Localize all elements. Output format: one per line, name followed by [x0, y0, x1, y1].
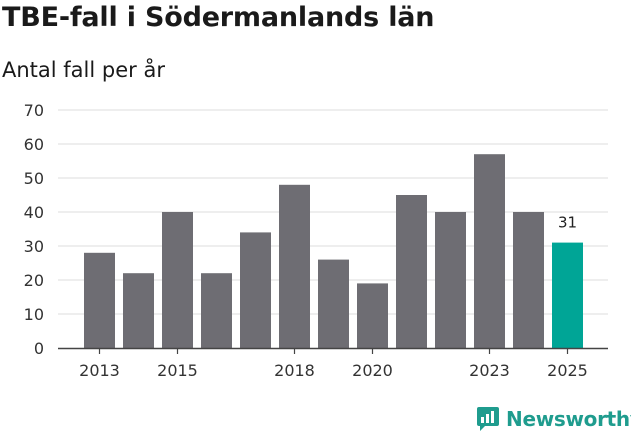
bar-2016	[201, 273, 232, 348]
bar-2025	[552, 242, 583, 348]
brand-name: Newsworthy	[506, 407, 631, 431]
bar-chart: 0 10 20 30 40 50 60 70 2013 2015 2018 2020 2023 2025 3…	[24, 101, 608, 380]
chart-title: TBE-fall i Södermanlands län	[2, 2, 435, 33]
y-tick-label: 30	[24, 237, 44, 256]
bar-2015	[162, 212, 193, 348]
bar-2018	[279, 184, 310, 348]
bar-2024	[513, 212, 544, 348]
x-tick-label: 2023	[469, 361, 510, 380]
chart-subtitle: Antal fall per år	[2, 58, 165, 82]
bar-2023	[474, 154, 505, 348]
bar-2014	[123, 273, 154, 348]
newsworthy-chart-icon	[477, 407, 499, 431]
x-tick-label: 2020	[352, 361, 393, 380]
data-label: 31	[558, 214, 577, 232]
y-tick-label: 50	[24, 169, 44, 188]
bar-2022	[435, 212, 466, 348]
y-tick-label: 70	[24, 101, 44, 120]
bar-2019	[318, 259, 349, 348]
bar-2013	[84, 252, 115, 348]
y-tick-label: 60	[24, 135, 44, 154]
y-tick-label: 10	[24, 305, 44, 324]
bar-2020	[357, 283, 388, 348]
x-tick-label: 2015	[157, 361, 198, 380]
y-tick-label: 0	[34, 339, 44, 358]
bar-2021	[396, 195, 427, 348]
y-tick-label: 20	[24, 271, 44, 290]
x-tick-label: 2013	[79, 361, 120, 380]
y-tick-label: 40	[24, 203, 44, 222]
bar-2017	[240, 232, 271, 348]
x-tick-label: 2018	[274, 361, 315, 380]
x-tick-label: 2025	[547, 361, 588, 380]
newsworthy-logo: Newsworthy	[476, 406, 631, 432]
